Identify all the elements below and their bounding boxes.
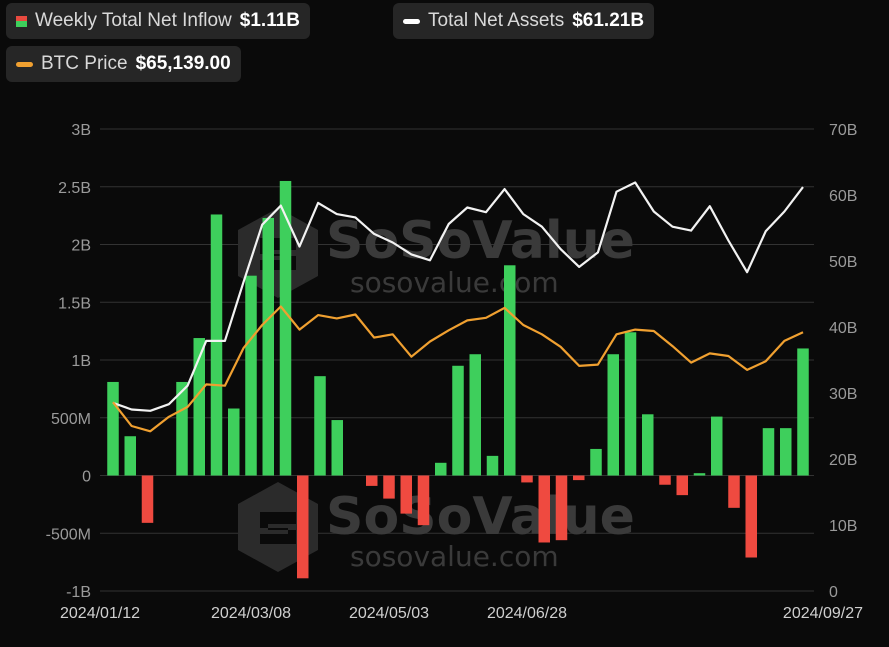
inflow-bar (141, 475, 154, 523)
y-left-tick-label: 0 (82, 469, 91, 486)
y-right-tick-label: 0 (829, 584, 838, 601)
y-right-tick-label: 50B (829, 254, 857, 271)
legend-btc-price[interactable]: BTC Price $65,139.00 (6, 46, 241, 82)
y-right-tick-label: 60B (829, 188, 857, 205)
inflow-bar (607, 354, 619, 476)
inflow-bar (797, 348, 809, 476)
y-right-tick-label: 70B (829, 122, 857, 139)
total-net-assets-line (112, 181, 804, 412)
inflow-bar (624, 332, 637, 476)
y-left-tick-label: 1.5B (58, 295, 91, 312)
inflow-bar (331, 420, 343, 476)
y-left-tick-label: -1B (66, 584, 91, 601)
x-tick-label: 2024/06/28 (487, 605, 567, 622)
btc-price-line (112, 305, 804, 433)
y-right-tick-label: 10B (829, 518, 857, 535)
legend-weekly-inflow[interactable]: Weekly Total Net Inflow $1.11B (6, 3, 311, 39)
red-green-square-icon (16, 15, 27, 27)
watermark-url: sosovalue.com (350, 266, 559, 299)
legend-label: Weekly Total Net Inflow (35, 10, 232, 31)
inflow-bar (435, 462, 447, 476)
y-right-tick-label: 40B (829, 320, 857, 337)
inflow-bar (780, 428, 792, 476)
inflow-bar (521, 475, 533, 483)
inflow-bar (745, 475, 757, 558)
x-tick-label: 2024/09/27 (783, 605, 863, 622)
watermark-top: SoSoValue sosovalue.com (238, 208, 635, 299)
y-left-tick-label: 3B (71, 122, 91, 139)
inflow-bar (176, 381, 188, 476)
orange-line-icon (16, 61, 33, 67)
inflow-bar (297, 475, 309, 579)
inflow-bar (452, 365, 464, 476)
y-left-tick-label: 1B (71, 353, 91, 370)
inflow-bar (573, 475, 585, 481)
x-tick-label: 2024/03/08 (211, 605, 291, 622)
inflow-bar (711, 416, 723, 476)
inflow-bar (538, 475, 550, 543)
white-line-icon (403, 18, 420, 24)
watermark-brand: SoSoValue (326, 211, 635, 271)
y-left-tick-label: 2.5B (58, 180, 91, 197)
x-tick-label: 2024/01/12 (60, 605, 140, 622)
inflow-bars (107, 180, 809, 579)
inflow-bar (107, 381, 119, 476)
inflow-bar (762, 428, 775, 476)
legend-label: BTC Price (41, 53, 128, 74)
legend-label: Total Net Assets (428, 10, 565, 31)
inflow-bar (124, 436, 136, 476)
inflow-bar (366, 475, 378, 486)
y-right-tick-label: 30B (829, 386, 857, 403)
x-axis: 2024/01/12 2024/03/08 2024/05/03 2024/06/28… (60, 605, 863, 622)
inflow-bar (693, 473, 706, 476)
watermark-brand: SoSoValue (326, 487, 635, 547)
inflow-bar (210, 214, 223, 476)
inflow-bar (383, 475, 395, 499)
inflow-bar (676, 475, 688, 496)
inflow-bar (193, 338, 205, 476)
watermark-bottom: SoSoValue sosovalue.com (238, 482, 635, 573)
legend-value: $61.21B (572, 10, 645, 31)
watermark: SoSoValue sosovalue.com SoSoValue sosova… (238, 208, 635, 573)
y-left-tick-label: 500M (51, 411, 91, 428)
inflow-bar (417, 475, 430, 526)
inflow-bar (555, 475, 568, 541)
inflow-bar (504, 265, 516, 476)
inflow-bar (486, 455, 499, 476)
inflow-bar (400, 475, 412, 514)
inflow-bar (314, 376, 326, 476)
inflow-bar (245, 275, 257, 476)
inflow-bar (642, 414, 654, 476)
inflow-bar (659, 475, 671, 485)
inflow-bar (228, 408, 240, 476)
inflow-bar (469, 354, 481, 476)
left-axis: -1B -500M 0 500M 1B 1.5B 2B 2.5B 3B (46, 122, 91, 601)
inflow-bar (728, 475, 740, 508)
legend-value: $1.11B (239, 10, 301, 31)
legend-total-net-assets[interactable]: Total Net Assets $61.21B (393, 3, 655, 39)
y-right-tick-label: 20B (829, 452, 857, 469)
y-left-tick-label: 2B (71, 238, 91, 255)
legend-value: $65,139.00 (135, 53, 231, 74)
right-axis: 0 10B 20B 30B 40B 50B 60B 70B (829, 122, 857, 601)
line-series (112, 181, 804, 433)
watermark-url: sosovalue.com (350, 540, 559, 573)
inflow-bar (279, 180, 292, 476)
x-tick-label: 2024/05/03 (349, 605, 429, 622)
inflow-bar (262, 217, 274, 476)
y-left-tick-label: -500M (46, 526, 91, 543)
inflow-bar (590, 448, 602, 476)
